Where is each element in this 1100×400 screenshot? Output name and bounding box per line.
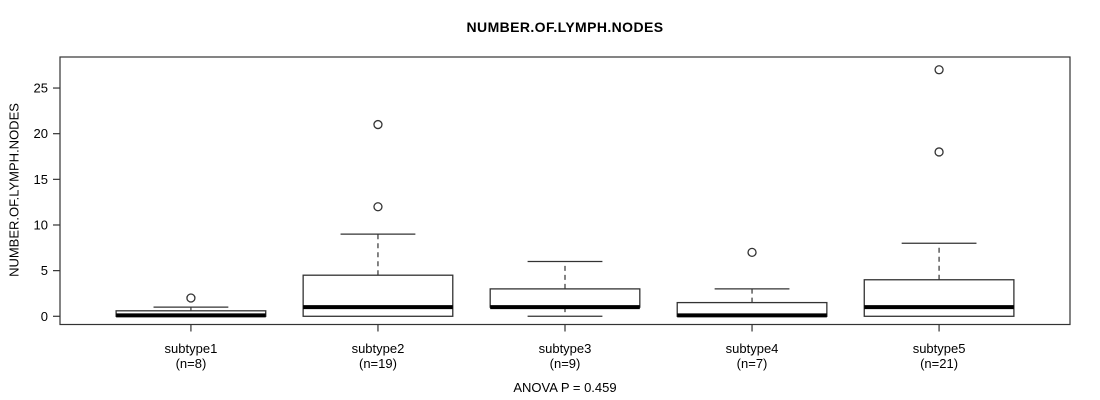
y-tick-label: 20 <box>34 126 48 141</box>
outlier-point <box>934 147 944 157</box>
x-tick-sublabel: (n=9) <box>550 356 581 371</box>
outlier-point <box>373 202 383 212</box>
x-tick-label: subtype4 <box>726 341 779 356</box>
x-tick-sublabel: (n=19) <box>359 356 397 371</box>
x-tick-sublabel: (n=8) <box>176 356 207 371</box>
x-tick-sublabel: (n=21) <box>920 356 958 371</box>
y-tick-label: 0 <box>41 309 48 324</box>
chart-title: NUMBER.OF.LYMPH.NODES <box>466 19 664 35</box>
outlier-point <box>934 65 944 75</box>
x-tick-sublabel: (n=7) <box>737 356 768 371</box>
outlier-point <box>747 247 757 258</box>
y-tick-label: 15 <box>34 172 48 187</box>
x-tick-label: subtype3 <box>539 341 592 356</box>
boxplot-box <box>302 274 454 317</box>
boxplot-box <box>489 288 641 308</box>
x-tick-label: subtype1 <box>165 341 218 356</box>
y-tick-label: 5 <box>41 263 48 278</box>
y-tick-label: 10 <box>34 217 48 232</box>
anova-p-annotation: ANOVA P = 0.459 <box>513 380 617 395</box>
x-tick-label: subtype2 <box>352 341 405 356</box>
outlier-point <box>186 293 196 303</box>
y-tick-label: 25 <box>34 81 48 96</box>
x-tick-label: subtype5 <box>913 341 966 356</box>
boxplot-box <box>863 279 1015 317</box>
outlier-point <box>373 119 383 130</box>
